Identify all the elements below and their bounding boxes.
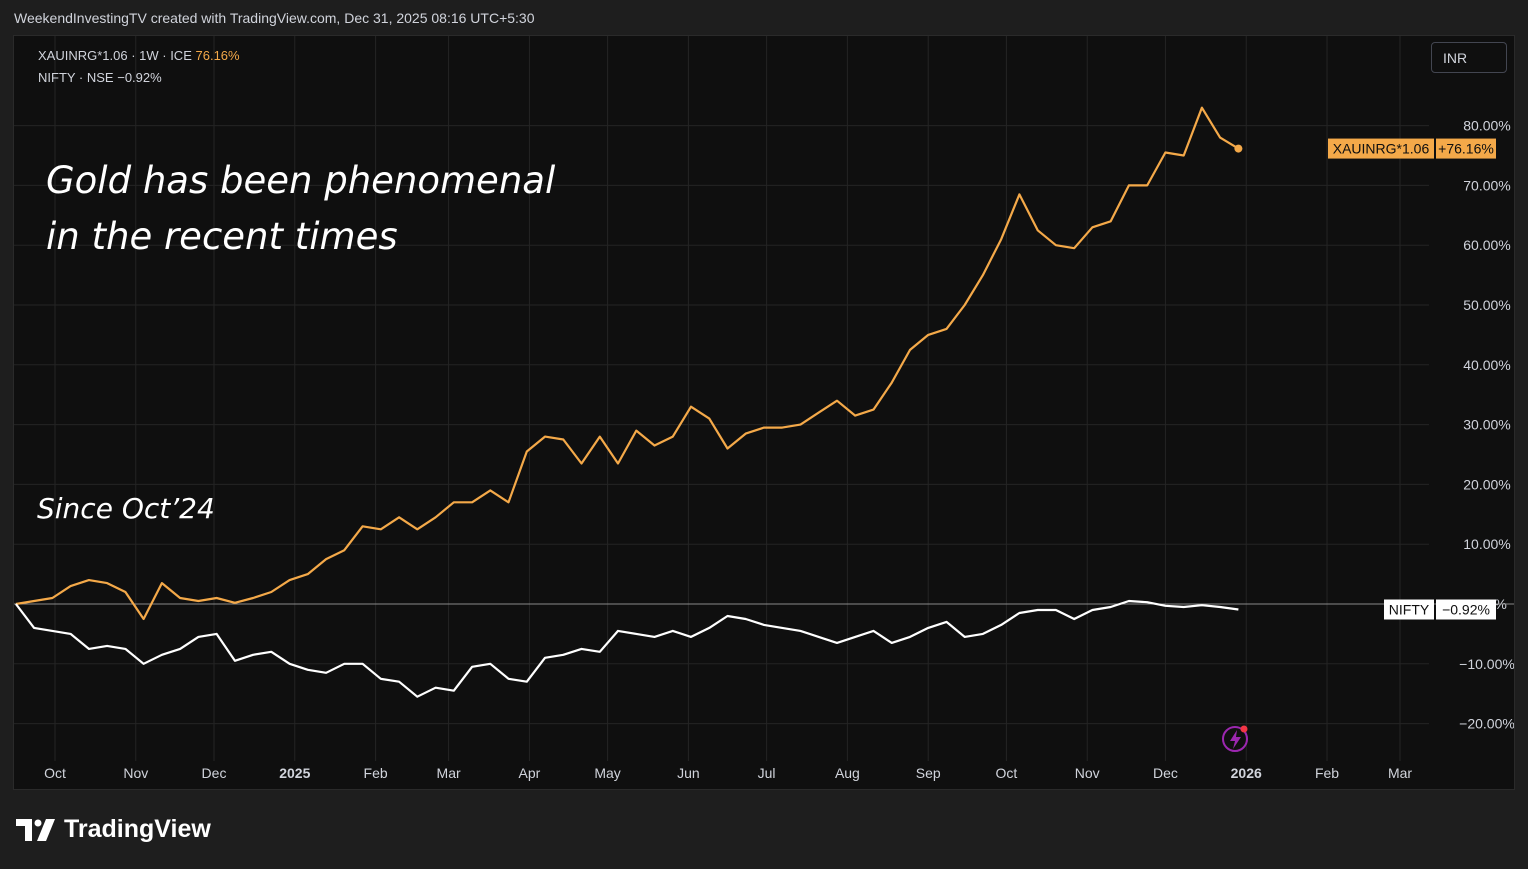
x-tick-label-2: Dec xyxy=(202,765,227,781)
legend-nifty-label: NIFTY · NSE xyxy=(38,70,114,85)
price-label-name-bg-1 xyxy=(1384,599,1434,620)
x-tick-label-7: May xyxy=(594,765,620,781)
currency-button[interactable]: INR xyxy=(1431,42,1507,73)
x-tick-label-3: 2025 xyxy=(279,765,310,781)
since-annotation: Since Oct’24 xyxy=(37,492,215,525)
headline-annotation: Gold has been phenomenal in the recent t… xyxy=(46,153,555,265)
price-label-value-bg-1 xyxy=(1436,599,1496,620)
price-label-value-0: +76.16% xyxy=(1438,141,1494,157)
lightning-icon-bolt xyxy=(1230,730,1241,749)
legend-gold-change: 76.16% xyxy=(195,48,240,63)
y-tick-label-6: 20.00% xyxy=(1463,476,1510,492)
y-tick-label-1: 70.00% xyxy=(1463,177,1510,193)
x-tick-label-11: Sep xyxy=(916,765,941,781)
y-tick-label-5: 30.00% xyxy=(1463,417,1510,433)
tradingview-logo-icon xyxy=(16,818,55,841)
chart-frame[interactable]: Oct Nov Dec 2025 Feb Mar Apr May Jun Jul Aug Sep Oct… xyxy=(13,35,1515,790)
legend-gold-label: XAUINRG*1.06 · 1W · ICE xyxy=(38,48,192,63)
y-tick-label-7: 10.00% xyxy=(1463,536,1510,552)
y-tick-label-2: 60.00% xyxy=(1463,237,1510,253)
price-label-name-bg-0 xyxy=(1328,138,1434,159)
x-tick-label-14: Dec xyxy=(1153,765,1178,781)
x-tick-label-4: Feb xyxy=(364,765,388,781)
series-line-nifty xyxy=(15,599,1239,698)
x-tick-label-5: Mar xyxy=(437,765,461,781)
x-tick-label-1: Nov xyxy=(123,765,148,781)
price-label-value-1: −0.92% xyxy=(1442,602,1490,618)
x-tick-label-0: Oct xyxy=(44,765,66,781)
y-tick-label-10: −20.00% xyxy=(1459,716,1514,732)
y-tick-label-0: 80.00% xyxy=(1463,118,1510,134)
x-tick-label-8: Jun xyxy=(677,765,700,781)
x-tick-label-12: Oct xyxy=(996,765,1018,781)
x-tick-label-15: 2026 xyxy=(1231,765,1262,781)
tradingview-brand: TradingView xyxy=(64,815,211,843)
headline-line-2: in the recent times xyxy=(46,215,398,258)
chart-header: WeekendInvestingTV created with TradingV… xyxy=(14,10,535,26)
x-tick-label-10: Aug xyxy=(835,765,860,781)
notification-dot xyxy=(1240,725,1248,733)
x-tick-label-17: Mar xyxy=(1388,765,1412,781)
gold-last-point xyxy=(1234,144,1243,153)
x-tick-label-16: Feb xyxy=(1315,765,1339,781)
y-tick-label-9: −10.00% xyxy=(1459,656,1514,672)
lightning-icon xyxy=(1222,726,1248,752)
price-label-name-0: XAUINRG*1.06 xyxy=(1333,141,1430,157)
chart-canvas[interactable]: Oct Nov Dec 2025 Feb Mar Apr May Jun Jul Aug Sep Oct… xyxy=(14,36,1514,789)
y-tick-label-3: 50.00% xyxy=(1463,297,1510,313)
price-label-name-1: NIFTY xyxy=(1389,602,1430,618)
headline-line-1: Gold has been phenomenal xyxy=(46,159,556,202)
y-tick-label-4: 40.00% xyxy=(1463,357,1510,373)
x-tick-label-6: Apr xyxy=(519,765,541,781)
x-tick-label-9: Jul xyxy=(758,765,776,781)
tradingview-logo[interactable]: TradingView xyxy=(16,815,211,844)
legend-gold[interactable]: XAUINRG*1.06 · 1W · ICE 76.16% xyxy=(38,48,240,63)
legend-nifty-change: −0.92% xyxy=(117,70,162,85)
legend-nifty[interactable]: NIFTY · NSE −0.92% xyxy=(38,70,162,85)
series-line-gold xyxy=(15,106,1239,621)
x-tick-label-13: Nov xyxy=(1075,765,1100,781)
price-label-value-bg-0 xyxy=(1436,138,1496,159)
